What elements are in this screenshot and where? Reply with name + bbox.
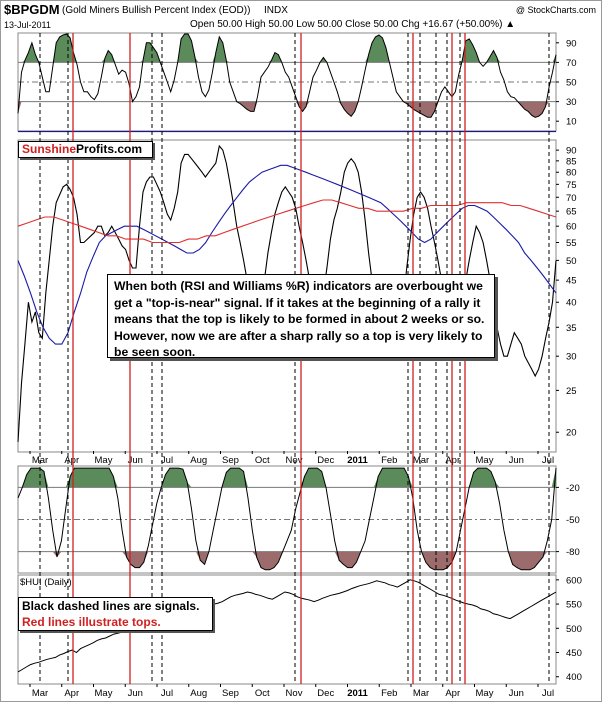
- top-month-label: Jun: [128, 455, 143, 466]
- hui-tick-label: 500: [566, 624, 582, 635]
- hui-tick-label: 400: [566, 672, 582, 683]
- brand-sunshine: Sunshine: [22, 142, 77, 156]
- bottom-month-label: Oct: [255, 688, 270, 699]
- ohlc-label: Open 50.00 High 50.00 Low 50.00 Close 50…: [190, 19, 515, 30]
- top-month-label: Oct: [255, 455, 270, 466]
- williams-line: [17, 467, 557, 571]
- bottom-month-label: May: [95, 688, 113, 699]
- rsi-tick-label: 90: [566, 38, 577, 49]
- top-month-label: Aug: [190, 455, 207, 466]
- bpgdm-tick-label: 20: [566, 428, 577, 439]
- annotation-text: When both (RSI and Williams %R) indicato…: [114, 279, 485, 359]
- hui-tick-label: 600: [566, 575, 582, 586]
- bottom-month-label: Sep: [222, 688, 239, 699]
- legend-red-text: Red lines illustrate tops.: [22, 615, 161, 629]
- top-month-label: Jul: [542, 455, 554, 466]
- bottom-month-label: Feb: [381, 688, 397, 699]
- bottom-month-label: Jun: [509, 688, 524, 699]
- williams-tick-label: -80: [566, 547, 580, 558]
- bottom-month-label: Mar: [413, 688, 429, 699]
- credit-label: @ StockCharts.com: [516, 5, 596, 15]
- legend-black-text: Black dashed lines are signals.: [22, 599, 200, 613]
- bottom-month-label: Jun: [128, 688, 143, 699]
- bpgdm-tick-label: 60: [566, 222, 577, 233]
- top-month-label: 2011: [347, 455, 368, 466]
- rsi-tick-label: 70: [566, 58, 577, 69]
- hui-title: $HUI (Daily): [20, 577, 72, 588]
- top-month-label: Nov: [286, 455, 303, 466]
- bpgdm-tick-label: 75: [566, 180, 577, 191]
- bpgdm-tick-label: 35: [566, 323, 577, 334]
- rsi-overbought-fill: [18, 34, 556, 63]
- bpgdm-tick-label: 85: [566, 156, 577, 167]
- bottom-month-label: May: [476, 688, 494, 699]
- brand-box: SunshineProfits.com: [18, 141, 153, 158]
- bottom-month-label: Jul: [542, 688, 554, 699]
- bottom-month-label: Aug: [190, 688, 207, 699]
- brand-profits: Profits.com: [76, 142, 143, 156]
- bpgdm-tick-label: 80: [566, 168, 577, 179]
- rsi-line: [17, 33, 557, 118]
- bpgdm-tick-label: 40: [566, 298, 577, 309]
- bpgdm-tick-label: 65: [566, 207, 577, 218]
- bpgdm-tick-label: 90: [566, 146, 577, 157]
- rsi-oversold-fill: [18, 101, 556, 118]
- annotation-box: When both (RSI and Williams %R) indicato…: [107, 274, 495, 359]
- bottom-month-label: Dec: [317, 688, 334, 699]
- bpgdm-tick-label: 70: [566, 193, 577, 204]
- williams-tick-label: -50: [566, 515, 580, 526]
- top-month-label: May: [95, 455, 113, 466]
- williams-overbought-fill: [18, 468, 556, 488]
- bpgdm-tick-label: 55: [566, 238, 577, 249]
- top-month-label: Jun: [509, 455, 524, 466]
- top-month-label: Jul: [161, 455, 173, 466]
- bpgdm-tick-label: 50: [566, 256, 577, 267]
- bpgdm-panel-frame: [17, 139, 557, 453]
- rsi-tick-label: 50: [566, 78, 577, 89]
- bottom-month-label: Jul: [161, 688, 173, 699]
- chart-header: $BPGDM (Gold Miners Bullish Percent Inde…: [4, 2, 596, 30]
- top-month-label: Apr: [64, 455, 79, 466]
- hui-line: [17, 579, 557, 673]
- legend-box: Black dashed lines are signals. Red line…: [18, 597, 213, 631]
- bottom-month-label: Apr: [64, 688, 79, 699]
- rsi-tick-label: 10: [566, 117, 577, 128]
- top-month-label: May: [476, 455, 494, 466]
- description-label: (Gold Miners Bullish Percent Index (EOD)…: [62, 5, 250, 16]
- top-month-label: Mar: [413, 455, 429, 466]
- williams-oversold-fill: [18, 551, 556, 570]
- top-month-label: Feb: [381, 455, 397, 466]
- date-label: 13-Jul-2011: [4, 20, 51, 30]
- top-month-label: Sep: [222, 455, 239, 466]
- bottom-month-label: Apr: [445, 688, 460, 699]
- exchange-label: INDX: [264, 5, 288, 16]
- bpgdm-tick-label: 30: [566, 352, 577, 363]
- top-month-label: Apr: [445, 455, 460, 466]
- bottom-month-label: Nov: [286, 688, 303, 699]
- rsi-tick-label: 30: [566, 97, 577, 108]
- bottom-month-label: Mar: [32, 688, 48, 699]
- bpgdm-ma-long-line: [17, 199, 557, 244]
- hui-tick-label: 450: [566, 648, 582, 659]
- bottom-month-label: 2011: [347, 688, 368, 699]
- top-month-label: Dec: [317, 455, 334, 466]
- williams-tick-label: -20: [566, 483, 580, 494]
- bpgdm-ma-short-line: [17, 164, 557, 345]
- hui-tick-label: 550: [566, 600, 582, 611]
- bpgdm-tick-label: 45: [566, 276, 577, 287]
- bpgdm-tick-label: 25: [566, 386, 577, 397]
- symbol-label: $BPGDM: [4, 2, 60, 17]
